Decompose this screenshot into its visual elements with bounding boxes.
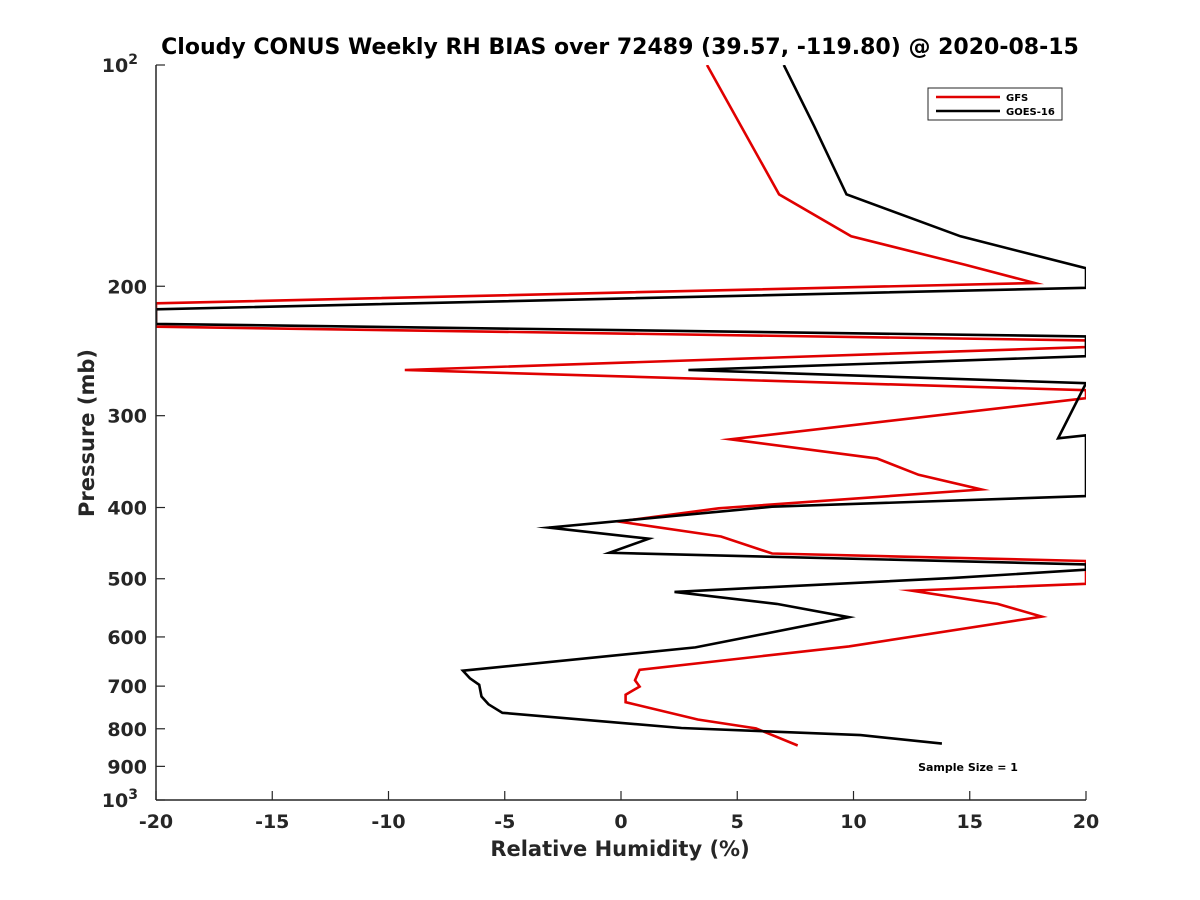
legend: GFS GOES-16	[927, 87, 1063, 121]
y-tick-label: 900	[107, 756, 147, 778]
y-tick-label-base: 10	[102, 790, 128, 812]
y-tick-label: 102	[102, 52, 138, 77]
y-tick-label-base: 400	[107, 498, 147, 520]
plot-area	[156, 65, 1086, 800]
x-tick-label: 20	[1073, 811, 1099, 833]
y-tick-label: 800	[107, 719, 147, 741]
y-tick-label-base: 200	[107, 276, 147, 298]
series-line-goes-16	[156, 65, 1086, 745]
x-tick-label: -5	[494, 811, 515, 833]
x-axis-label: Relative Humidity (%)	[490, 837, 749, 861]
x-tick-label: -10	[371, 811, 405, 833]
y-tick-label-base: 800	[107, 719, 147, 741]
y-tick-label: 500	[107, 569, 147, 591]
y-tick-label-base: 500	[107, 569, 147, 591]
legend-label: GFS	[1006, 93, 1028, 104]
y-tick-label: 300	[107, 406, 147, 428]
y-tick-label: 600	[107, 627, 147, 649]
x-tick-label: 15	[957, 811, 983, 833]
x-ticks: -20 -15 -10 -5 0 5 10 15 20	[139, 791, 1099, 833]
x-tick-label: 5	[731, 811, 744, 833]
y-tick-label-base: 600	[107, 627, 147, 649]
y-tick-label: 700	[107, 676, 147, 698]
y-tick-label-base: 900	[107, 756, 147, 778]
legend-label: GOES-16	[1006, 107, 1055, 118]
x-tick-label: -20	[139, 811, 173, 833]
y-tick-label-exponent: 2	[128, 52, 138, 68]
y-tick-label-base: 300	[107, 406, 147, 428]
y-tick-label-base: 700	[107, 676, 147, 698]
y-tick-label: 400	[107, 498, 147, 520]
legend-box	[927, 87, 1063, 121]
series-line-gfs	[156, 65, 1086, 747]
y-tick-label-base: 10	[102, 55, 128, 77]
y-tick-label: 103	[102, 787, 138, 812]
x-tick-label: 0	[614, 811, 627, 833]
series-layer	[156, 65, 1086, 747]
x-tick-label: 10	[840, 811, 866, 833]
y-tick-label-exponent: 3	[128, 787, 138, 803]
chart-title: Cloudy CONUS Weekly RH BIAS over 72489 (…	[161, 35, 1079, 60]
sample-size-annotation: Sample Size = 1	[918, 761, 1018, 774]
x-tick-label: -15	[255, 811, 289, 833]
y-axis-label: Pressure (mb)	[75, 349, 99, 517]
y-tick-label: 200	[107, 276, 147, 298]
